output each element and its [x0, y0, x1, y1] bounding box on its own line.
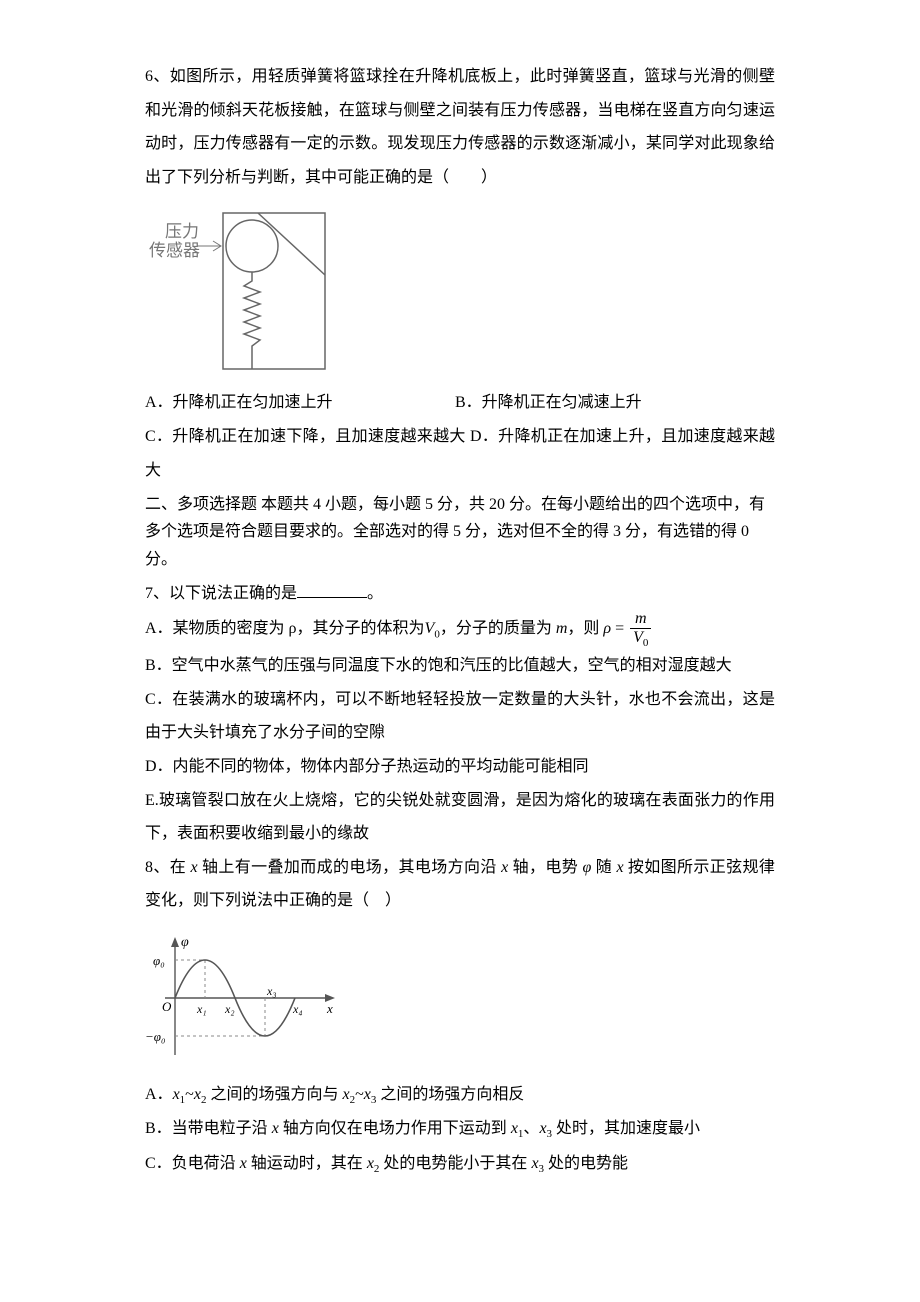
- q6-option-b: B．升降机正在匀减速上升: [455, 386, 642, 420]
- origin-label: O: [162, 999, 172, 1014]
- q8-option-a: A．x1~x2 之间的场强方向与 x2~x3 之间的场强方向相反: [145, 1078, 775, 1112]
- y-axis-label: φ: [181, 935, 189, 950]
- q7-option-c: C．在装满水的玻璃杯内，可以不断地轻轻投放一定数量的大头针，水也不会流出，这是由…: [145, 683, 775, 750]
- x-axis-label: x: [326, 1001, 333, 1016]
- q6-option-a: A．升降机正在匀加速上升: [145, 386, 455, 420]
- section2-instructions: 二、多项选择题 本题共 4 小题，每小题 5 分，共 20 分。在每小题给出的四…: [145, 491, 775, 573]
- x2-label: x₂: [224, 1002, 235, 1016]
- q6-option-c: C．升降机正在加速下降，且加速度越来越大: [145, 428, 466, 445]
- q8-stem-x1: x: [191, 859, 198, 876]
- q8-option-b: B．当带电粒子沿 x 轴方向仅在电场力作用下运动到 x1、x3 处时，其加速度最…: [145, 1112, 775, 1146]
- q8-stem-x3: x: [616, 859, 623, 876]
- sine-potential-diagram: φ x O φ₀ −φ₀ x₁ x₂ x₃ x₄: [145, 933, 345, 1063]
- q7a-frac-num: m: [630, 610, 651, 629]
- q7-blank: [297, 581, 367, 598]
- q7a-mid1: ，分子的质量为: [440, 620, 556, 637]
- q6-options-row1: A．升降机正在匀加速上升 B．升降机正在匀减速上升: [145, 386, 775, 420]
- x4-label: x₄: [292, 1002, 303, 1016]
- page-content: 6、如图所示，用轻质弹簧将篮球拴在升降机底板上，此时弹簧竖直，篮球与光滑的侧壁和…: [0, 0, 920, 1221]
- q7-option-d: D．内能不同的物体，物体内部分子热运动的平均动能可能相同: [145, 750, 775, 784]
- q7a-rho: ρ: [603, 620, 611, 637]
- q7-option-e: E.玻璃管裂口放在火上烧熔，它的尖锐处就变圆滑，是因为熔化的玻璃在表面张力的作用…: [145, 784, 775, 851]
- q7a-fraction: mV0: [630, 610, 651, 649]
- q7a-mid2: ，则: [567, 620, 599, 637]
- pressure-label-2: 传感器: [149, 241, 200, 260]
- q7a-V: V: [425, 620, 435, 637]
- x1-label: x₁: [196, 1002, 207, 1016]
- q6-options-row2: C．升降机正在加速下降，且加速度越来越大 D．升降机正在加速上升，且加速度越来越…: [145, 420, 775, 487]
- pressure-label-1: 压力: [165, 222, 199, 241]
- q7-stem-prefix: 7、以下说法正确的是: [145, 585, 297, 602]
- q7-stem: 7、以下说法正确的是 。: [145, 577, 775, 611]
- q7a-eq: =: [611, 620, 628, 637]
- q8-stem-p1: 8、在: [145, 859, 191, 876]
- q8-stem-p4: 随: [591, 859, 616, 876]
- q7a-frac-den: V0: [630, 629, 651, 649]
- q6-diagram: 压力 传感器: [145, 209, 775, 371]
- q7-option-b: B．空气中水蒸气的压强与同温度下水的饱和汽压的比值越大，空气的相对湿度越大: [145, 649, 775, 683]
- q8-stem-phi: φ: [582, 859, 591, 876]
- q8-option-c: C．负电荷沿 x 轴运动时，其在 x2 处的电势能小于其在 x3 处的电势能: [145, 1147, 775, 1181]
- q7-option-a: A．某物质的密度为 ρ，其分子的体积为V0，分子的质量为 m，则 ρ = mV0: [145, 610, 775, 649]
- phi0-label: φ₀: [153, 953, 165, 968]
- elevator-spring-diagram: 压力 传感器: [145, 209, 328, 371]
- q7a-prefix: A．某物质的密度为 ρ，其分子的体积为: [145, 620, 425, 637]
- q8-stem: 8、在 x 轴上有一叠加而成的电场，其电场方向沿 x 轴，电势 φ 随 x 按如…: [145, 851, 775, 918]
- q6-stem: 6、如图所示，用轻质弹簧将篮球拴在升降机底板上，此时弹簧竖直，篮球与光滑的侧壁和…: [145, 60, 775, 194]
- x3-label: x₃: [266, 984, 277, 998]
- q7-stem-suffix: 。: [367, 585, 383, 602]
- q8-stem-p3: 轴，电势: [508, 859, 582, 876]
- q8-diagram: φ x O φ₀ −φ₀ x₁ x₂ x₃ x₄: [145, 933, 775, 1063]
- q7a-m: m: [556, 620, 568, 637]
- neg-phi0-label: −φ₀: [145, 1029, 165, 1044]
- q8-stem-p2: 轴上有一叠加而成的电场，其电场方向沿: [198, 859, 502, 876]
